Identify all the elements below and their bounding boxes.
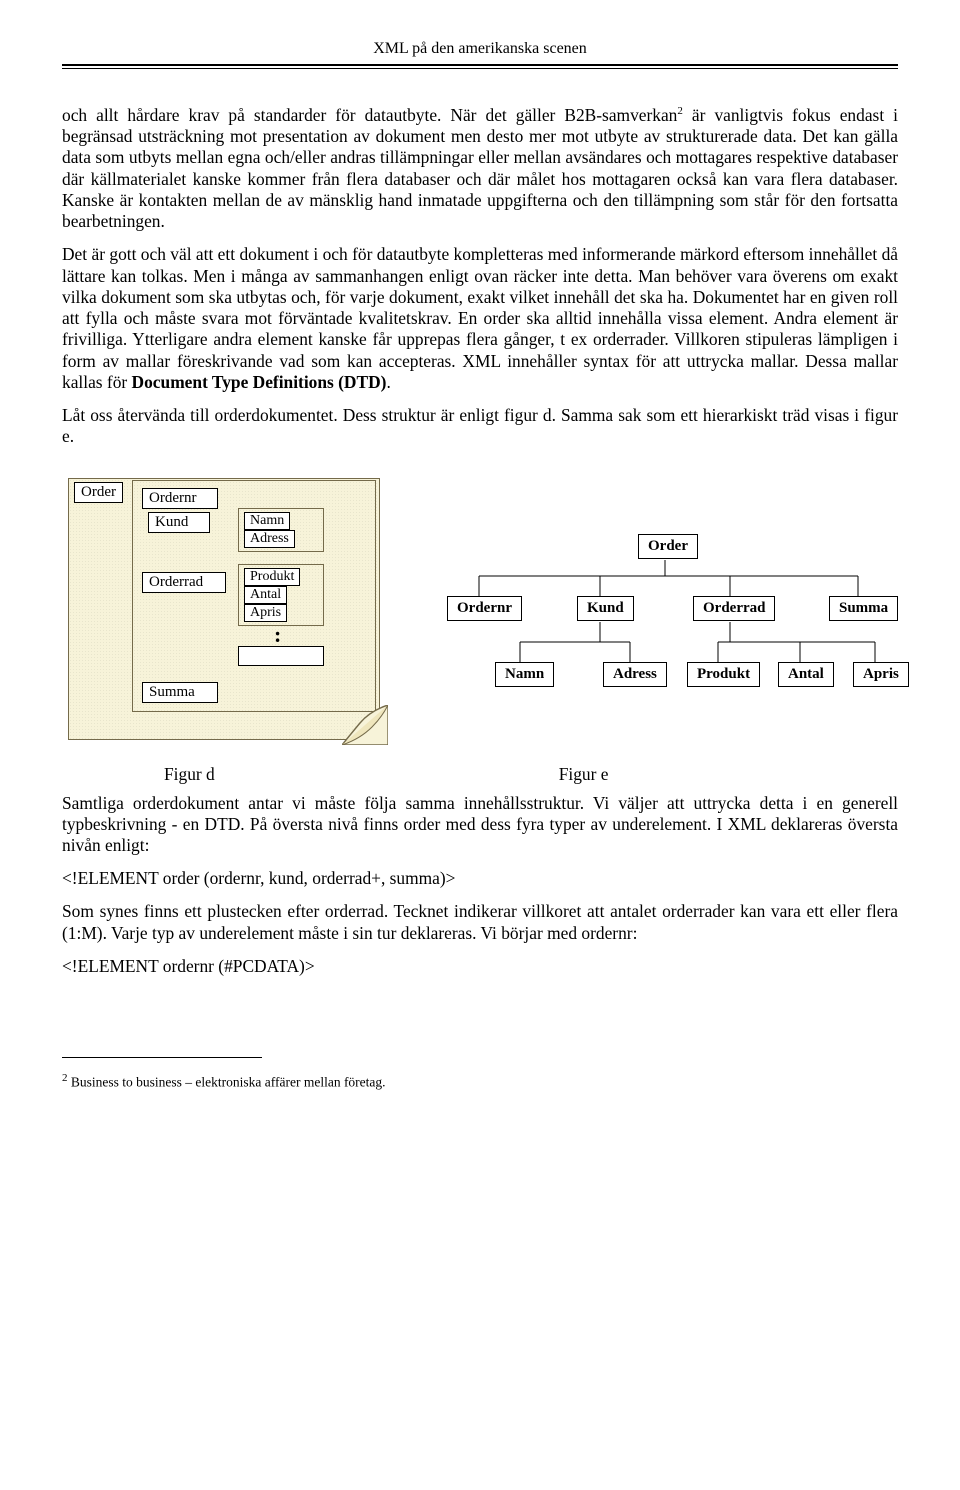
node-orderrad: Orderrad <box>693 596 775 621</box>
node-adress: Adress <box>603 662 667 687</box>
node-ordernr: Ordernr <box>447 596 522 621</box>
footnote-text: Business to business – elektroniska affä… <box>68 1074 386 1089</box>
figd-orderrad: Orderrad <box>142 572 226 593</box>
figd-kund: Kund <box>148 512 210 533</box>
figd-order-label: Order <box>74 482 123 503</box>
caption-d: Figur d <box>164 764 215 785</box>
figd-produkt: Produkt <box>244 568 300 587</box>
node-order: Order <box>638 534 698 559</box>
figures-row: Order Ordernr Kund Namn Adress Orderrad … <box>62 474 898 744</box>
page-curl-icon <box>342 705 388 745</box>
node-apris: Apris <box>853 662 909 687</box>
page-header: XML på den amerikanska scenen <box>62 40 898 58</box>
figd-summa: Summa <box>142 682 218 703</box>
node-summa: Summa <box>829 596 898 621</box>
paragraph-4: Samtliga orderdokument antar vi måste fö… <box>62 793 898 857</box>
footnote-2: 2 Business to business – elektroniska af… <box>62 1072 898 1091</box>
paragraph-1: och allt hårdare krav på standarder för … <box>62 105 898 232</box>
code-line-1: <!ELEMENT order (ordernr, kund, orderrad… <box>62 868 898 889</box>
figure-d: Order Ordernr Kund Namn Adress Orderrad … <box>62 474 387 744</box>
code-line-2: <!ELEMENT ordernr (#PCDATA)> <box>62 956 898 977</box>
p2-dtd: Document Type Definitions (DTD) <box>132 372 387 392</box>
caption-e: Figur e <box>559 764 609 785</box>
footnote-rule <box>62 1057 262 1058</box>
header-rule-thick <box>62 64 898 66</box>
figure-e: Order Ordernr Kund Orderrad Summa Namn A… <box>435 534 895 744</box>
p2-a: Det är gott och väl att ett dokument i o… <box>62 244 898 391</box>
node-kund: Kund <box>577 596 634 621</box>
p1-lead: och allt hårdare krav på standarder för … <box>62 105 677 125</box>
figd-emptybox <box>238 646 324 666</box>
paragraph-5: Som synes finns ett plustecken efter ord… <box>62 901 898 943</box>
figd-apris: Apris <box>244 604 287 623</box>
node-antal: Antal <box>778 662 834 687</box>
figure-e-wrap: Order Ordernr Kund Orderrad Summa Namn A… <box>435 474 898 744</box>
document-page: XML på den amerikanska scenen och allt h… <box>0 0 960 1135</box>
node-namn: Namn <box>495 662 554 687</box>
paragraph-2: Det är gott och väl att ett dokument i o… <box>62 244 898 393</box>
node-produkt: Produkt <box>687 662 760 687</box>
figd-antal: Antal <box>244 586 287 605</box>
header-rule-thin <box>62 68 898 69</box>
tree-lines <box>435 534 895 744</box>
paragraph-3: Låt oss återvända till orderdokumentet. … <box>62 405 898 447</box>
figd-ordernr: Ordernr <box>142 488 218 509</box>
figd-ellipsis: : <box>274 622 281 648</box>
figd-namn: Namn <box>244 512 290 531</box>
figd-adress: Adress <box>244 530 295 549</box>
p2-c: . <box>386 372 390 392</box>
figure-captions: Figur d Figur e <box>62 764 898 785</box>
